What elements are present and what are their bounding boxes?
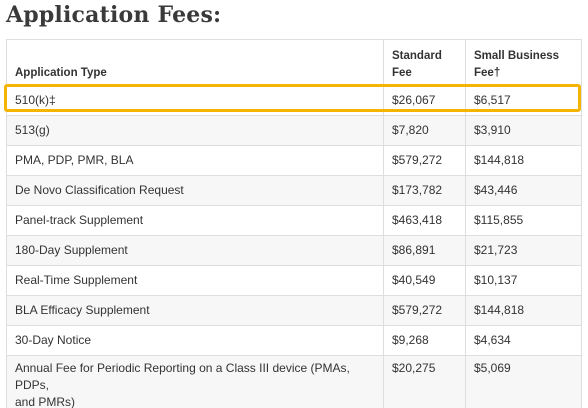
cell-application-type: 513(g) [6, 115, 384, 146]
cell-standard-fee: $579,272 [383, 295, 466, 326]
header-standard-fee: Standard Fee [383, 39, 466, 86]
table-row: De Novo Classification Request $173,782 … [6, 175, 582, 206]
cell-small-business-fee: $43,446 [465, 175, 582, 206]
table-row-510k: 510(k)‡ $26,067 $6,517 [6, 85, 582, 116]
header-small-business-line1: Small Business [474, 50, 560, 62]
cell-standard-fee: $40,549 [383, 265, 466, 296]
cell-application-type: De Novo Classification Request [6, 175, 384, 206]
cell-application-type-line1: Annual Fee for Periodic Reporting on a C… [15, 361, 350, 392]
cell-application-type: PMA, PDP, PMR, BLA [6, 145, 384, 176]
table-row: Annual Fee for Periodic Reporting on a C… [6, 355, 582, 408]
cell-standard-fee: $579,272 [383, 145, 466, 176]
cell-application-type: BLA Efficacy Supplement [6, 295, 384, 326]
table-row: Panel-track Supplement $463,418 $115,855 [6, 205, 582, 236]
table-row: Real-Time Supplement $40,549 $10,137 [6, 265, 582, 296]
cell-application-type: 510(k)‡ [6, 85, 384, 116]
page-title: Application Fees: [6, 2, 222, 28]
table-row: BLA Efficacy Supplement $579,272 $144,81… [6, 295, 582, 326]
cell-application-type: 180-Day Supplement [6, 235, 384, 266]
header-standard-fee-line1: Standard [392, 50, 442, 62]
table-row: 513(g) $7,820 $3,910 [6, 115, 582, 146]
header-small-business-fee: Small Business Fee† [465, 39, 582, 86]
cell-standard-fee: $86,891 [383, 235, 466, 266]
cell-small-business-fee: $21,723 [465, 235, 582, 266]
cell-small-business-fee: $144,818 [465, 145, 582, 176]
cell-application-type: Annual Fee for Periodic Reporting on a C… [6, 355, 384, 408]
header-standard-fee-line2: Fee [392, 67, 412, 79]
cell-standard-fee: $7,820 [383, 115, 466, 146]
cell-small-business-fee: $4,634 [465, 325, 582, 356]
cell-application-type: Panel-track Supplement [6, 205, 384, 236]
cell-application-type-line2: and PMRs) [15, 395, 76, 408]
header-small-business-line2: Fee† [474, 67, 501, 79]
table-row: PMA, PDP, PMR, BLA $579,272 $144,818 [6, 145, 582, 176]
cell-small-business-fee: $6,517 [465, 85, 582, 116]
cell-small-business-fee: $115,855 [465, 205, 582, 236]
cell-small-business-fee: $3,910 [465, 115, 582, 146]
application-fees-table: Application Type Standard Fee Small Busi… [6, 39, 582, 408]
cell-standard-fee: $26,067 [383, 85, 466, 116]
cell-small-business-fee: $10,137 [465, 265, 582, 296]
header-application-type: Application Type [6, 39, 384, 86]
table-header-row: Application Type Standard Fee Small Busi… [6, 39, 582, 86]
cell-application-type: Real-Time Supplement [6, 265, 384, 296]
cell-standard-fee: $463,418 [383, 205, 466, 236]
table-row: 180-Day Supplement $86,891 $21,723 [6, 235, 582, 266]
cell-standard-fee: $173,782 [383, 175, 466, 206]
cell-small-business-fee: $5,069 [465, 355, 582, 408]
cell-application-type: 30-Day Notice [6, 325, 384, 356]
cell-standard-fee: $20,275 [383, 355, 466, 408]
cell-standard-fee: $9,268 [383, 325, 466, 356]
table-row: 30-Day Notice $9,268 $4,634 [6, 325, 582, 356]
cell-small-business-fee: $144,818 [465, 295, 582, 326]
